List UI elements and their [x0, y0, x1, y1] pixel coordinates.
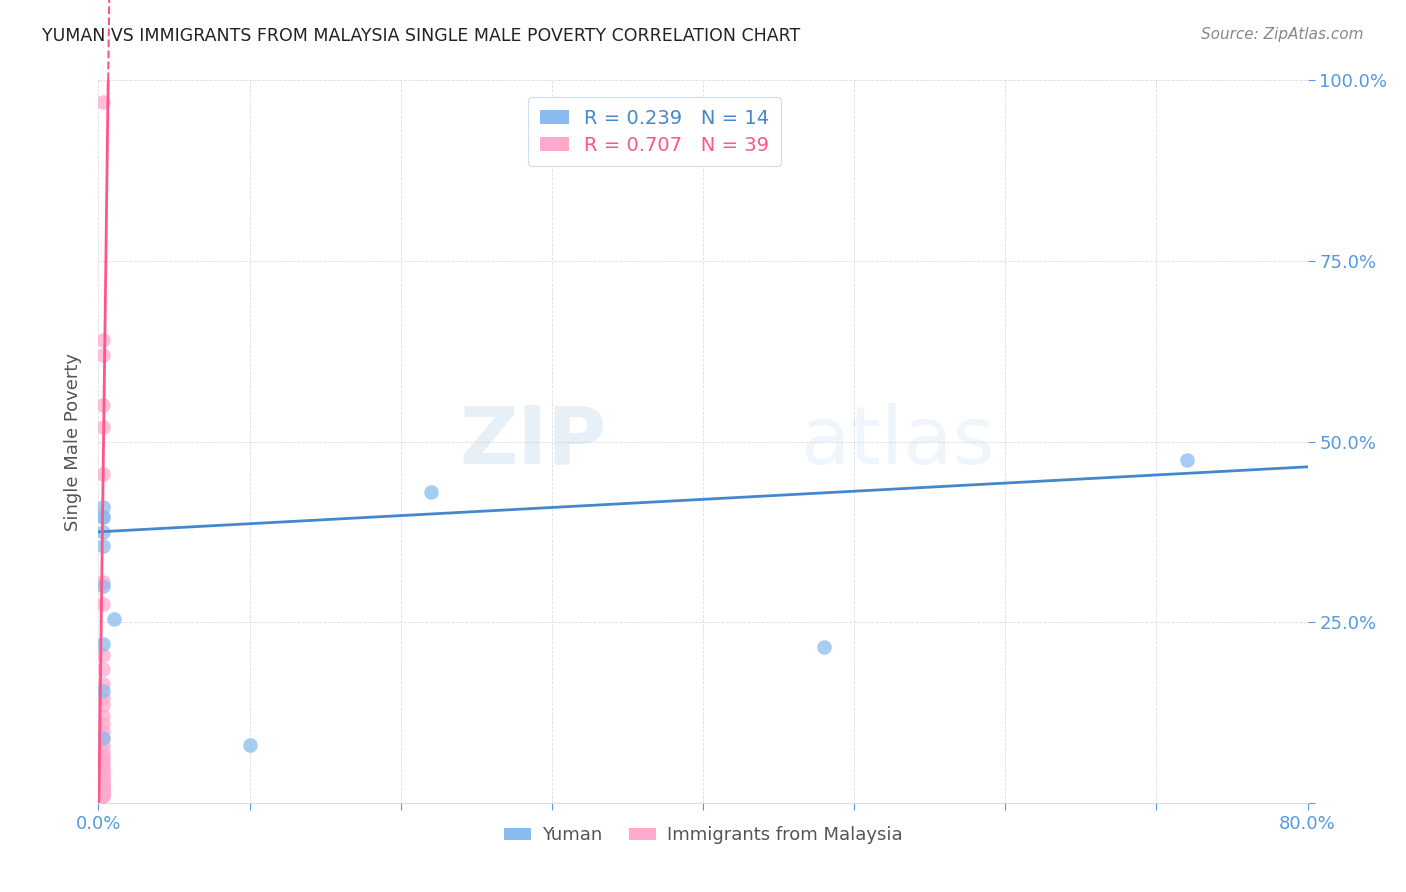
Point [91, 662, 114, 676]
Point [91, 348, 114, 362]
Point [91, 539, 114, 553]
Point [91, 756, 114, 770]
Point [420, 485, 443, 500]
Point [91, 782, 114, 797]
Point [91, 467, 114, 481]
Point [91, 787, 114, 801]
Point [91, 723, 114, 738]
Point [91, 420, 114, 434]
Text: atlas: atlas [800, 402, 994, 481]
Point [91, 738, 114, 752]
Point [91, 764, 114, 778]
Point [91, 579, 114, 593]
Text: Source: ZipAtlas.com: Source: ZipAtlas.com [1201, 27, 1364, 42]
Point [91, 785, 114, 799]
Point [91, 789, 114, 803]
Point [91, 597, 114, 611]
Point [91, 774, 114, 789]
Point [239, 738, 262, 752]
Point [91, 95, 114, 109]
Point [91, 676, 114, 690]
Point [91, 716, 114, 731]
Text: ZIP: ZIP [458, 402, 606, 481]
Point [813, 640, 835, 655]
Point [91, 637, 114, 651]
Point [91, 752, 114, 766]
Legend: Yuman, Immigrants from Malaysia: Yuman, Immigrants from Malaysia [496, 819, 910, 852]
Point [91, 784, 114, 798]
Point [91, 691, 114, 706]
Point [91, 510, 114, 524]
Point [91, 731, 114, 745]
Point [91, 781, 114, 796]
Point [91, 709, 114, 723]
Point [91, 500, 114, 514]
Point [91, 780, 114, 794]
Point [1175, 452, 1198, 467]
Point [91, 731, 114, 745]
Point [91, 648, 114, 662]
Point [91, 768, 114, 782]
Point [91, 683, 114, 698]
Point [91, 775, 114, 789]
Point [91, 789, 114, 804]
Text: YUMAN VS IMMIGRANTS FROM MALAYSIA SINGLE MALE POVERTY CORRELATION CHART: YUMAN VS IMMIGRANTS FROM MALAYSIA SINGLE… [42, 27, 800, 45]
Y-axis label: Single Male Poverty: Single Male Poverty [63, 352, 82, 531]
Point [91, 510, 114, 524]
Point [91, 778, 114, 792]
Point [103, 611, 125, 625]
Point [91, 575, 114, 590]
Point [91, 786, 114, 800]
Point [91, 398, 114, 412]
Point [91, 698, 114, 713]
Point [91, 760, 114, 774]
Point [91, 767, 114, 781]
Point [91, 748, 114, 763]
Point [91, 334, 114, 348]
Point [91, 745, 114, 759]
Point [91, 524, 114, 539]
Point [91, 772, 114, 786]
